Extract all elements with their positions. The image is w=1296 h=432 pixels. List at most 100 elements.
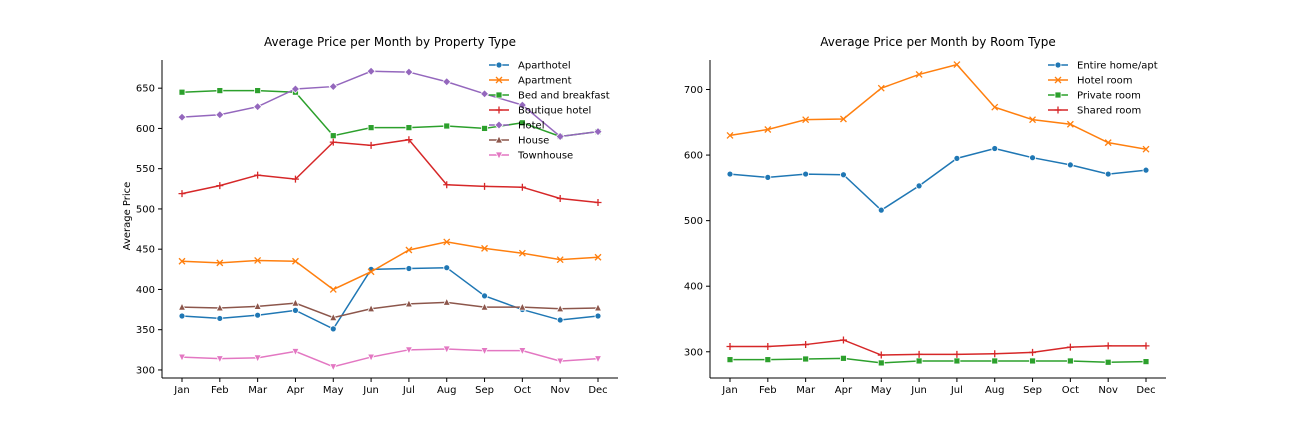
data-point	[556, 316, 564, 324]
data-point	[443, 122, 451, 130]
data-point	[1142, 145, 1150, 153]
data-point	[726, 131, 734, 139]
x-tick-label: Apr	[287, 385, 305, 396]
data-point	[915, 350, 923, 358]
data-point	[329, 312, 338, 322]
legend: Aparthotel Apartment Bed and breakfast Bout…	[489, 61, 610, 162]
series-boutique-hotel	[178, 136, 602, 206]
data-point	[840, 354, 847, 362]
legend-label: Apartment	[518, 76, 572, 87]
legend-label: Shared room	[1077, 106, 1141, 117]
legend-marker	[1054, 91, 1062, 99]
series-apartment	[178, 238, 602, 293]
x-tick-label: Nov	[550, 385, 570, 396]
legend-entry: Townhouse	[489, 151, 573, 162]
y-tick-label: 300	[684, 347, 703, 358]
y-axis-label: Average Price	[122, 182, 133, 251]
plot-area: 300 400 500 600 700 Jan Feb Mar Apr May Jun Jul Aug S…	[684, 61, 1156, 396]
y-tick-label: 450	[136, 245, 155, 256]
data-point	[802, 116, 810, 124]
data-point	[178, 190, 186, 198]
data-point	[291, 298, 300, 307]
data-point	[366, 303, 376, 313]
data-point	[404, 299, 414, 308]
data-point	[915, 70, 923, 78]
legend-label: Hotel	[518, 121, 545, 132]
x-tick-label: May	[323, 385, 344, 396]
data-point	[479, 89, 490, 99]
data-point	[481, 292, 488, 300]
x-tick-label: Sep	[1023, 385, 1042, 396]
legend-entry: Hotel room	[1048, 76, 1133, 87]
data-point	[839, 115, 847, 123]
legend-entry: House	[489, 135, 549, 147]
data-point	[764, 126, 772, 133]
x-tick-label: Sep	[475, 385, 494, 396]
series-house	[177, 297, 603, 322]
x-tick-label: Jan	[721, 385, 737, 396]
legend-marker	[495, 91, 503, 99]
data-point	[443, 238, 451, 246]
data-point	[953, 350, 961, 358]
data-point	[481, 244, 489, 252]
data-point	[556, 194, 564, 202]
data-point	[367, 124, 375, 132]
data-point	[991, 357, 999, 365]
legend-entry: Entire home/apt	[1048, 61, 1158, 72]
data-point	[254, 87, 262, 94]
data-point	[517, 100, 527, 110]
data-point	[594, 198, 602, 206]
chart-title: Average Price per Month by Property Type	[264, 35, 516, 49]
data-point	[953, 61, 961, 69]
x-tick-label: Feb	[759, 385, 777, 396]
data-point	[254, 171, 262, 179]
chart-title: Average Price per Month by Room Type	[820, 35, 1055, 49]
chart-room-type: Average Price per Month by Room Type 300…	[684, 35, 1166, 396]
data-point	[1066, 120, 1074, 128]
data-point	[802, 341, 810, 349]
x-tick-label: Dec	[588, 385, 607, 396]
data-point	[1066, 343, 1074, 351]
legend-label: House	[518, 136, 549, 147]
x-tick-label: Aug	[985, 385, 1005, 396]
data-point	[215, 110, 225, 120]
data-point	[556, 357, 565, 366]
data-point	[1066, 161, 1074, 169]
data-point	[518, 249, 526, 257]
data-point	[555, 131, 565, 142]
data-point	[1142, 358, 1150, 366]
legend-marker	[495, 106, 503, 114]
y-tick-label: 350	[136, 325, 155, 336]
x-tick-label: Dec	[1136, 385, 1155, 396]
data-point	[593, 127, 603, 137]
data-point	[593, 303, 603, 312]
data-point	[764, 343, 772, 351]
series-line	[181, 89, 599, 138]
data-point	[329, 138, 337, 146]
series-line	[181, 266, 599, 330]
legend-label: Boutique hotel	[518, 106, 591, 117]
legend-entry: Aparthotel	[489, 61, 571, 72]
data-point	[253, 354, 262, 363]
data-point	[915, 357, 923, 365]
data-point	[292, 306, 299, 314]
x-tick-label: Mar	[248, 385, 268, 396]
data-point	[328, 82, 338, 92]
series-entire-home-apt	[726, 145, 1150, 214]
x-tick-label: Apr	[835, 385, 853, 396]
legend-marker	[1054, 76, 1062, 84]
data-point	[177, 302, 187, 311]
data-point	[329, 363, 338, 372]
y-tick-label: 400	[136, 285, 155, 296]
data-point	[1142, 166, 1150, 174]
x-tick-label: Jul	[950, 385, 963, 396]
y-tick-label: 550	[136, 164, 155, 175]
legend-marker	[1054, 61, 1062, 69]
y-tick-label: 500	[136, 204, 155, 215]
data-point	[481, 182, 489, 190]
legend: Entire home/apt Hotel room Private room Sha…	[1048, 61, 1158, 117]
data-point	[518, 302, 527, 311]
legend-entry: Private room	[1048, 91, 1141, 102]
